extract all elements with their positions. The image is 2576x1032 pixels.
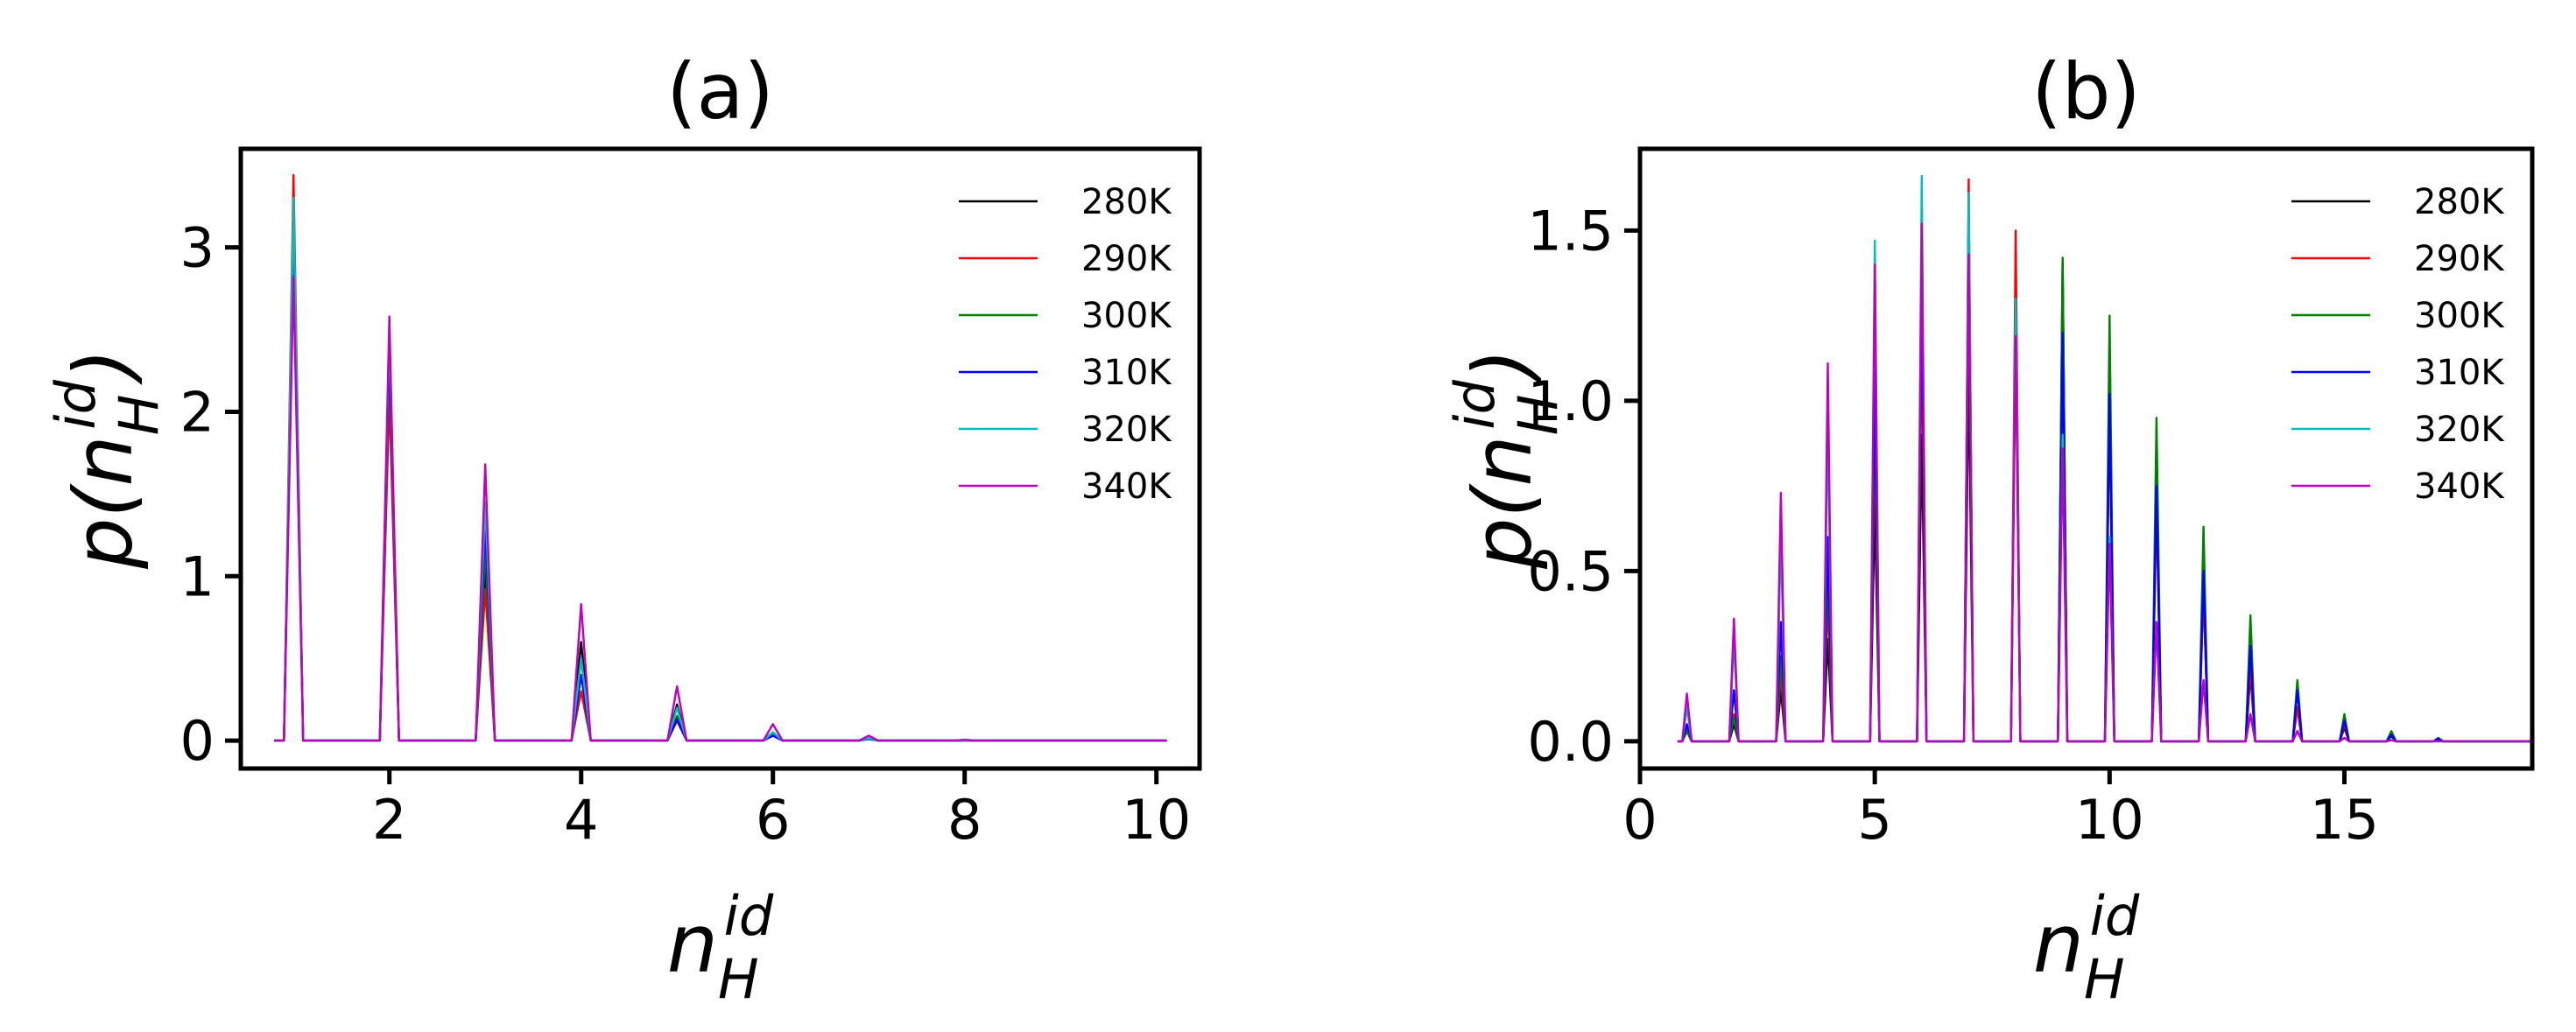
legend: 280K 290K 300K 310K 320K 340K xyxy=(2291,182,2505,507)
x-tick-label: 5 xyxy=(1857,788,1891,852)
legend-label: 300K xyxy=(2414,296,2505,336)
series-310K xyxy=(274,221,1167,742)
y-tick-label: 3 xyxy=(180,216,215,280)
legend-label: 340K xyxy=(2414,467,2505,507)
legend-label: 290K xyxy=(2414,239,2505,279)
panel-title: (a) xyxy=(666,46,774,137)
panel-title: (b) xyxy=(2031,46,2141,137)
x-tick-label: 0 xyxy=(1622,788,1657,852)
x-tick-label: 10 xyxy=(2075,788,2144,852)
y-tick-label: 1.0 xyxy=(1527,369,1614,433)
legend-label: 340K xyxy=(1081,467,1172,507)
legend-label: 320K xyxy=(1081,410,1172,450)
legend-label: 320K xyxy=(2414,410,2505,450)
y-tick-label: 0.5 xyxy=(1527,539,1614,603)
y-tick-label: 2 xyxy=(180,380,215,444)
y-axis-label: p(nHid) xyxy=(44,348,171,570)
legend-label: 300K xyxy=(1081,296,1172,336)
x-axis-label: nHid xyxy=(2033,884,2140,1011)
panel-a: 2 4 6 8 10 0 1 2 3 (a) nHid p(nHid) 280K 290K 300K 310K… xyxy=(44,46,1202,1011)
series-320K xyxy=(274,197,1167,742)
legend-label: 280K xyxy=(2414,182,2505,222)
series-290K xyxy=(274,173,1167,742)
legend-label: 280K xyxy=(1081,182,1172,222)
x-tick-label: 8 xyxy=(947,788,982,852)
y-tick-label: 0 xyxy=(180,709,215,773)
x-tick-label: 10 xyxy=(1122,788,1191,852)
legend: 280K 290K 300K 310K 320K 340K xyxy=(959,182,1172,507)
legend-label: 310K xyxy=(1081,353,1172,393)
legend-label: 310K xyxy=(2414,353,2505,393)
series-group xyxy=(1677,174,2532,743)
series-group xyxy=(274,173,1167,742)
series-340K xyxy=(274,276,1167,742)
plot-frame xyxy=(238,146,1202,771)
y-tick-label: 1.5 xyxy=(1527,199,1614,263)
plot-frame xyxy=(1637,146,2535,771)
x-tick-label: 6 xyxy=(756,788,790,852)
panel-b: 0 5 10 15 0.0 0.5 1.0 1.5 (b) nHid p(nHid) 280K 290K… xyxy=(1443,46,2535,1011)
legend-label: 290K xyxy=(1081,239,1172,279)
x-tick-label: 15 xyxy=(2310,788,2379,852)
x-axis-label: nHid xyxy=(667,884,774,1011)
y-tick-label: 0.0 xyxy=(1527,710,1614,774)
series-280K xyxy=(274,210,1167,742)
x-tick-label: 4 xyxy=(564,788,598,852)
y-tick-label: 1 xyxy=(180,544,215,608)
series-340K xyxy=(1677,222,2532,743)
y-axis-label: p(nHid) xyxy=(1443,348,1570,570)
x-tick-label: 2 xyxy=(372,788,406,852)
